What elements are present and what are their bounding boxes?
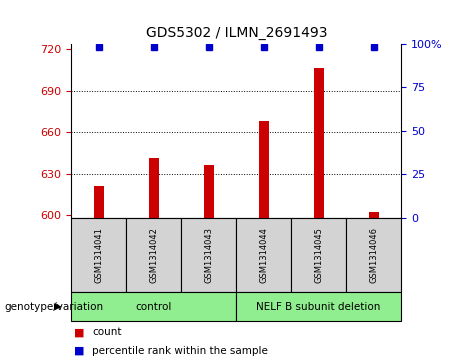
FancyBboxPatch shape — [126, 218, 181, 292]
FancyBboxPatch shape — [291, 218, 346, 292]
FancyBboxPatch shape — [236, 218, 291, 292]
Title: GDS5302 / ILMN_2691493: GDS5302 / ILMN_2691493 — [146, 26, 327, 40]
FancyBboxPatch shape — [71, 218, 126, 292]
Bar — [369, 212, 378, 218]
Text: GSM1314044: GSM1314044 — [259, 227, 268, 283]
Bar — [204, 165, 214, 218]
Text: GSM1314043: GSM1314043 — [204, 227, 213, 283]
Text: GSM1314046: GSM1314046 — [369, 227, 378, 283]
Bar — [94, 186, 104, 218]
Text: ■: ■ — [74, 346, 84, 356]
Text: GSM1314041: GSM1314041 — [95, 227, 103, 283]
Text: GSM1314042: GSM1314042 — [149, 227, 159, 283]
FancyBboxPatch shape — [71, 292, 236, 321]
Text: control: control — [136, 302, 172, 312]
Text: ■: ■ — [74, 327, 84, 337]
Text: count: count — [92, 327, 122, 337]
Text: NELF B subunit deletion: NELF B subunit deletion — [256, 302, 381, 312]
FancyBboxPatch shape — [236, 292, 401, 321]
Text: GSM1314045: GSM1314045 — [314, 227, 323, 283]
Bar — [259, 121, 269, 218]
FancyBboxPatch shape — [346, 218, 401, 292]
Text: percentile rank within the sample: percentile rank within the sample — [92, 346, 268, 356]
FancyBboxPatch shape — [181, 218, 236, 292]
Text: genotype/variation: genotype/variation — [5, 302, 104, 312]
Bar — [149, 158, 159, 218]
Bar — [314, 69, 324, 218]
